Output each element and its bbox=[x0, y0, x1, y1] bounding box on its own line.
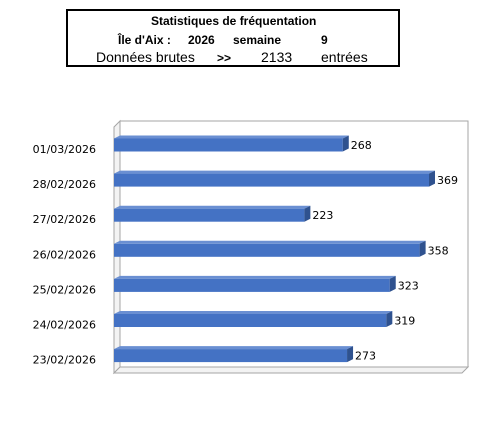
bar-top bbox=[114, 170, 435, 174]
stats-header-box: Statistiques de fréquentation Île d'Aix … bbox=[66, 9, 400, 67]
bar-top bbox=[114, 205, 311, 209]
bar bbox=[114, 243, 420, 257]
bar-top bbox=[114, 135, 349, 139]
week-number: 9 bbox=[321, 33, 328, 47]
bar-top bbox=[114, 311, 393, 314]
site-label: Île d'Aix : bbox=[118, 33, 171, 47]
category-tick-label: 28/02/2026 bbox=[33, 178, 96, 191]
entries-unit: entrées bbox=[321, 49, 368, 65]
category-tick-label: 24/02/2026 bbox=[33, 319, 96, 332]
year-value: 2026 bbox=[188, 33, 215, 47]
chart-floor bbox=[112, 366, 470, 374]
bar-end bbox=[389, 275, 396, 292]
data-label: 268 bbox=[351, 139, 372, 152]
data-label: 273 bbox=[355, 350, 376, 363]
bar-end bbox=[347, 346, 354, 363]
bar bbox=[114, 349, 348, 363]
raw-data-label: Données brutes bbox=[96, 49, 195, 65]
bar bbox=[114, 173, 429, 187]
total-entries-value: 2133 bbox=[261, 49, 293, 65]
bar-top bbox=[114, 346, 354, 350]
category-tick-label: 01/03/2026 bbox=[33, 143, 96, 156]
header-title: Statistiques de fréquentation bbox=[151, 14, 317, 28]
data-label: 323 bbox=[398, 279, 419, 292]
category-tick-label: 27/02/2026 bbox=[33, 213, 96, 226]
data-label: 223 bbox=[312, 209, 333, 222]
bar bbox=[114, 208, 305, 222]
data-label: 369 bbox=[437, 174, 458, 187]
data-label: 319 bbox=[394, 315, 415, 328]
category-tick-label: 23/02/2026 bbox=[33, 354, 96, 367]
bar bbox=[114, 278, 390, 292]
bar-top bbox=[114, 275, 396, 279]
data-label: 358 bbox=[428, 244, 449, 257]
bar bbox=[114, 314, 387, 327]
bar bbox=[114, 138, 343, 152]
week-label: semaine bbox=[233, 33, 282, 47]
bar-end bbox=[386, 311, 393, 327]
bar-top bbox=[114, 240, 426, 244]
arrow-indicator: >> bbox=[217, 51, 232, 65]
bar-end bbox=[419, 240, 426, 257]
category-tick-label: 25/02/2026 bbox=[33, 283, 96, 296]
bar-end bbox=[429, 170, 435, 187]
bar-end bbox=[304, 205, 311, 222]
bar-end bbox=[342, 135, 349, 152]
category-tick-label: 26/02/2026 bbox=[33, 248, 96, 261]
